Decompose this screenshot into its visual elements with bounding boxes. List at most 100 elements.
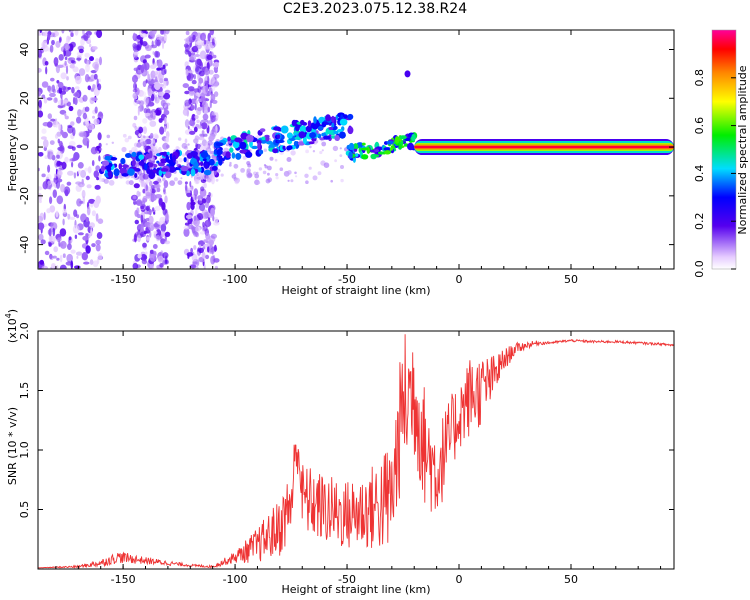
- spectrogram-noise-cell: [140, 55, 147, 63]
- spectrogram-signal-cell: [272, 148, 279, 154]
- spectrogram-noise-cell: [49, 140, 55, 146]
- spectrogram-signal-cell: [305, 125, 312, 133]
- spectrogram-noise-cell: [58, 54, 64, 61]
- snr-y-scale: (x104): [4, 309, 19, 343]
- spectrogram-noise-cell: [195, 92, 200, 97]
- spectrogram-signal-cell: [121, 173, 129, 177]
- spectrogram-noise-cell: [97, 132, 102, 141]
- spectrogram-noise-cell: [182, 83, 189, 89]
- spectrogram-noise-cell: [286, 157, 292, 162]
- spectrogram-noise-cell: [203, 182, 207, 189]
- spectrogram-noise-cell: [98, 155, 101, 162]
- spectrogram-noise-cell: [127, 135, 132, 140]
- spectrogram-noise-cell: [152, 244, 158, 249]
- spectrogram-signal-cell: [277, 139, 285, 143]
- spectrogram-noise-cell: [38, 99, 42, 108]
- spectrogram-noise-cell: [158, 70, 161, 77]
- spectrogram-noise-cell: [49, 196, 53, 204]
- spectrogram-noise-cell: [154, 205, 161, 211]
- spectrogram-noise-cell: [65, 65, 69, 75]
- spectrogram-noise-cell: [82, 196, 86, 205]
- snr-plot-area: [38, 331, 674, 569]
- spectrogram-noise-cell: [67, 170, 74, 176]
- spectrogram-noise-cell: [149, 254, 157, 262]
- spectrogram-signal-cell: [138, 161, 145, 166]
- spectrogram-signal-cell: [282, 145, 286, 150]
- spectrogram-noise-cell: [145, 251, 148, 255]
- spectrogram-noise-cell: [136, 190, 140, 198]
- spectrogram-noise-cell: [47, 113, 52, 120]
- spectrogram-noise-cell: [91, 160, 95, 167]
- spectrogram-signal-cell: [348, 151, 353, 159]
- spectrogram-noise-cell: [60, 183, 66, 193]
- spectrogram-noise-cell: [279, 167, 284, 171]
- spectrogram-noise-cell: [147, 70, 149, 78]
- spectrogram-noise-cell: [133, 115, 138, 121]
- spectrogram-noise-cell: [80, 109, 84, 115]
- spectrogram-noise-cell: [143, 96, 150, 106]
- spectrogram-noise-cell: [70, 32, 74, 37]
- spectrogram-signal-cell: [286, 132, 293, 139]
- spectrogram-signal-cell: [106, 165, 112, 173]
- spectrogram-noise-cell: [133, 82, 137, 90]
- spectrogram-noise-cell: [199, 203, 206, 212]
- spectrogram-signal-cell: [355, 153, 359, 157]
- spectrogram-noise-cell: [164, 195, 168, 204]
- spectrogram-noise-cell: [186, 252, 194, 257]
- y-tick-label: 0: [18, 144, 31, 151]
- spectrogram-noise-cell: [83, 261, 90, 265]
- spectrogram-signal-cell: [203, 169, 212, 176]
- spectrogram-noise-cell: [136, 99, 141, 104]
- spectrogram-noise-cell: [258, 167, 263, 171]
- spectrogram-signal-cell: [257, 142, 261, 150]
- spectrogram-noise-cell: [38, 91, 42, 97]
- colorbar: 0.0 0.2 0.4 0.6 0.8 Normalized spectral ampl…: [693, 29, 749, 278]
- spectrogram-noise-cell: [86, 206, 91, 216]
- spectrogram-signal-cell: [266, 140, 273, 145]
- spectrogram-noise-cell: [189, 55, 197, 61]
- spectrogram-noise-cell: [201, 119, 209, 123]
- spectrogram-noise-cell: [98, 142, 102, 148]
- spectrogram-noise-cell: [163, 92, 171, 100]
- spectrogram-noise-cell: [46, 97, 53, 101]
- spectrogram-noise-cell: [89, 259, 94, 265]
- spectrogram-noise-cell: [220, 173, 224, 177]
- spectrogram-noise-cell: [53, 97, 58, 104]
- spectrogram-noise-cell: [48, 85, 52, 94]
- spectrogram-noise-cell: [140, 205, 145, 210]
- spectrogram-noise-cell: [96, 78, 99, 88]
- spectrogram-noise-cell: [61, 99, 69, 104]
- spectrogram-noise-cell: [140, 214, 144, 223]
- spectrogram-noise-cell: [202, 113, 209, 121]
- spectrogram-signal-cell: [186, 170, 190, 177]
- spectrogram-noise-cell: [132, 88, 138, 93]
- spectrogram-noise-cell: [60, 72, 67, 80]
- spectrogram-noise-cell: [162, 208, 167, 216]
- spectrogram-signal-cell: [239, 141, 247, 150]
- spectrogram-noise-cell: [47, 33, 51, 41]
- spectrogram-noise-cell: [142, 188, 146, 194]
- spectrogram-noise-cell: [193, 74, 196, 80]
- spectrogram-noise-cell: [81, 252, 89, 261]
- spectrogram-noise-cell: [194, 102, 197, 111]
- spectrogram-noise-cell: [85, 245, 91, 254]
- y-tick-label: 20: [18, 91, 31, 105]
- spectrogram-noise-cell: [151, 40, 154, 47]
- spectrogram-noise-cell: [38, 32, 43, 36]
- spectrogram-noise-cell: [194, 54, 201, 57]
- spectrogram-noise-cell: [147, 101, 155, 107]
- spectrogram-noise-cell: [59, 240, 67, 249]
- spectrogram-noise-cell: [198, 247, 204, 254]
- spectrogram-noise-cell: [68, 239, 71, 246]
- spectrogram-noise-cell: [265, 178, 271, 184]
- spectrogram-noise-cell: [52, 189, 57, 198]
- spectrogram-noise-cell: [142, 41, 148, 47]
- spectrogram-signal-cell: [313, 116, 317, 124]
- spectrogram-noise-cell: [39, 30, 42, 33]
- spectrogram-noise-cell: [75, 75, 82, 85]
- spectrogram-noise-cell: [38, 222, 45, 230]
- spectrogram-noise-cell: [59, 109, 67, 115]
- spectrogram-noise-cell: [77, 162, 84, 169]
- spectrogram-noise-cell: [205, 176, 209, 179]
